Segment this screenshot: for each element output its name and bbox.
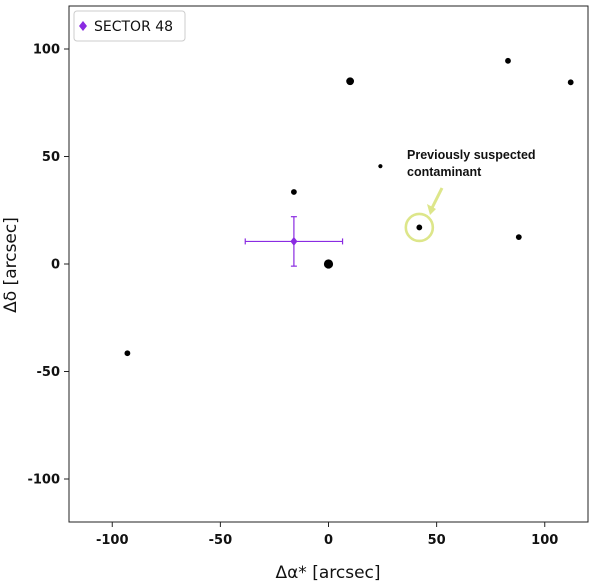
annotation-line-1: Previously suspected xyxy=(407,148,536,162)
sector-series xyxy=(244,216,344,267)
star-point xyxy=(378,164,383,169)
contaminant-annotation: Previously suspected contaminant xyxy=(404,148,536,243)
annotation-line-2: contaminant xyxy=(407,165,482,179)
star-point xyxy=(416,224,423,231)
legend-box xyxy=(73,10,186,42)
star-point xyxy=(323,259,334,269)
star-point xyxy=(505,57,511,64)
x-tick-label: -100 xyxy=(96,533,129,548)
y-tick-label: -50 xyxy=(37,365,61,380)
x-tick-label: 100 xyxy=(531,533,558,548)
annotation-arrowhead xyxy=(427,204,436,215)
star-point xyxy=(346,77,355,86)
x-tick-label: 0 xyxy=(324,533,333,548)
x-axis-label: Δα* [arcsec] xyxy=(275,563,380,583)
axis-ticks: -100 -50 0 50 100 -100 -50 0 50 100 xyxy=(27,43,558,549)
y-tick-label: 0 xyxy=(51,258,60,273)
x-tick-label: 50 xyxy=(428,533,446,548)
y-axis-label: Δδ [arcsec] xyxy=(1,217,21,313)
y-tick-label: 100 xyxy=(33,43,60,58)
sector-diamond-marker xyxy=(290,236,298,246)
annotation-arrow xyxy=(430,187,444,209)
star-point xyxy=(124,350,131,357)
star-point xyxy=(567,79,574,86)
y-tick-label: 50 xyxy=(42,150,60,165)
star-point xyxy=(291,189,297,195)
y-tick-label: -100 xyxy=(27,473,60,488)
highlight-circle xyxy=(404,212,435,243)
x-tick-label: -50 xyxy=(209,533,233,548)
legend-diamond-icon xyxy=(79,21,87,31)
legend-label: SECTOR 48 xyxy=(94,19,173,35)
star-markers xyxy=(124,57,574,357)
star-point xyxy=(515,234,522,241)
legend: SECTOR 48 xyxy=(73,10,186,42)
